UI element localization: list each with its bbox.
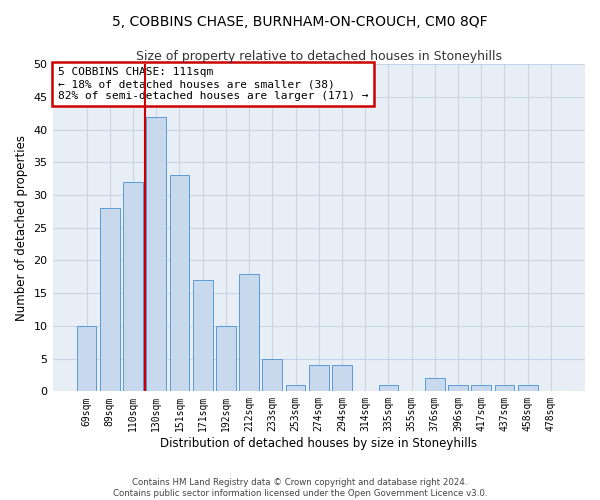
Bar: [332, 365, 352, 392]
Bar: [286, 385, 305, 392]
Y-axis label: Number of detached properties: Number of detached properties: [15, 134, 28, 321]
Bar: [518, 385, 538, 392]
Bar: [494, 385, 514, 392]
Bar: [239, 274, 259, 392]
Bar: [425, 378, 445, 392]
Text: Contains HM Land Registry data © Crown copyright and database right 2024.
Contai: Contains HM Land Registry data © Crown c…: [113, 478, 487, 498]
Bar: [193, 280, 212, 392]
Bar: [448, 385, 468, 392]
Bar: [146, 116, 166, 392]
Text: 5 COBBINS CHASE: 111sqm
← 18% of detached houses are smaller (38)
82% of semi-de: 5 COBBINS CHASE: 111sqm ← 18% of detache…: [58, 68, 368, 100]
Bar: [309, 365, 329, 392]
Bar: [216, 326, 236, 392]
Text: 5, COBBINS CHASE, BURNHAM-ON-CROUCH, CM0 8QF: 5, COBBINS CHASE, BURNHAM-ON-CROUCH, CM0…: [112, 15, 488, 29]
Bar: [472, 385, 491, 392]
Bar: [100, 208, 119, 392]
Bar: [170, 176, 190, 392]
Title: Size of property relative to detached houses in Stoneyhills: Size of property relative to detached ho…: [136, 50, 502, 63]
Bar: [379, 385, 398, 392]
Bar: [262, 358, 282, 392]
Bar: [77, 326, 97, 392]
X-axis label: Distribution of detached houses by size in Stoneyhills: Distribution of detached houses by size …: [160, 437, 478, 450]
Bar: [123, 182, 143, 392]
